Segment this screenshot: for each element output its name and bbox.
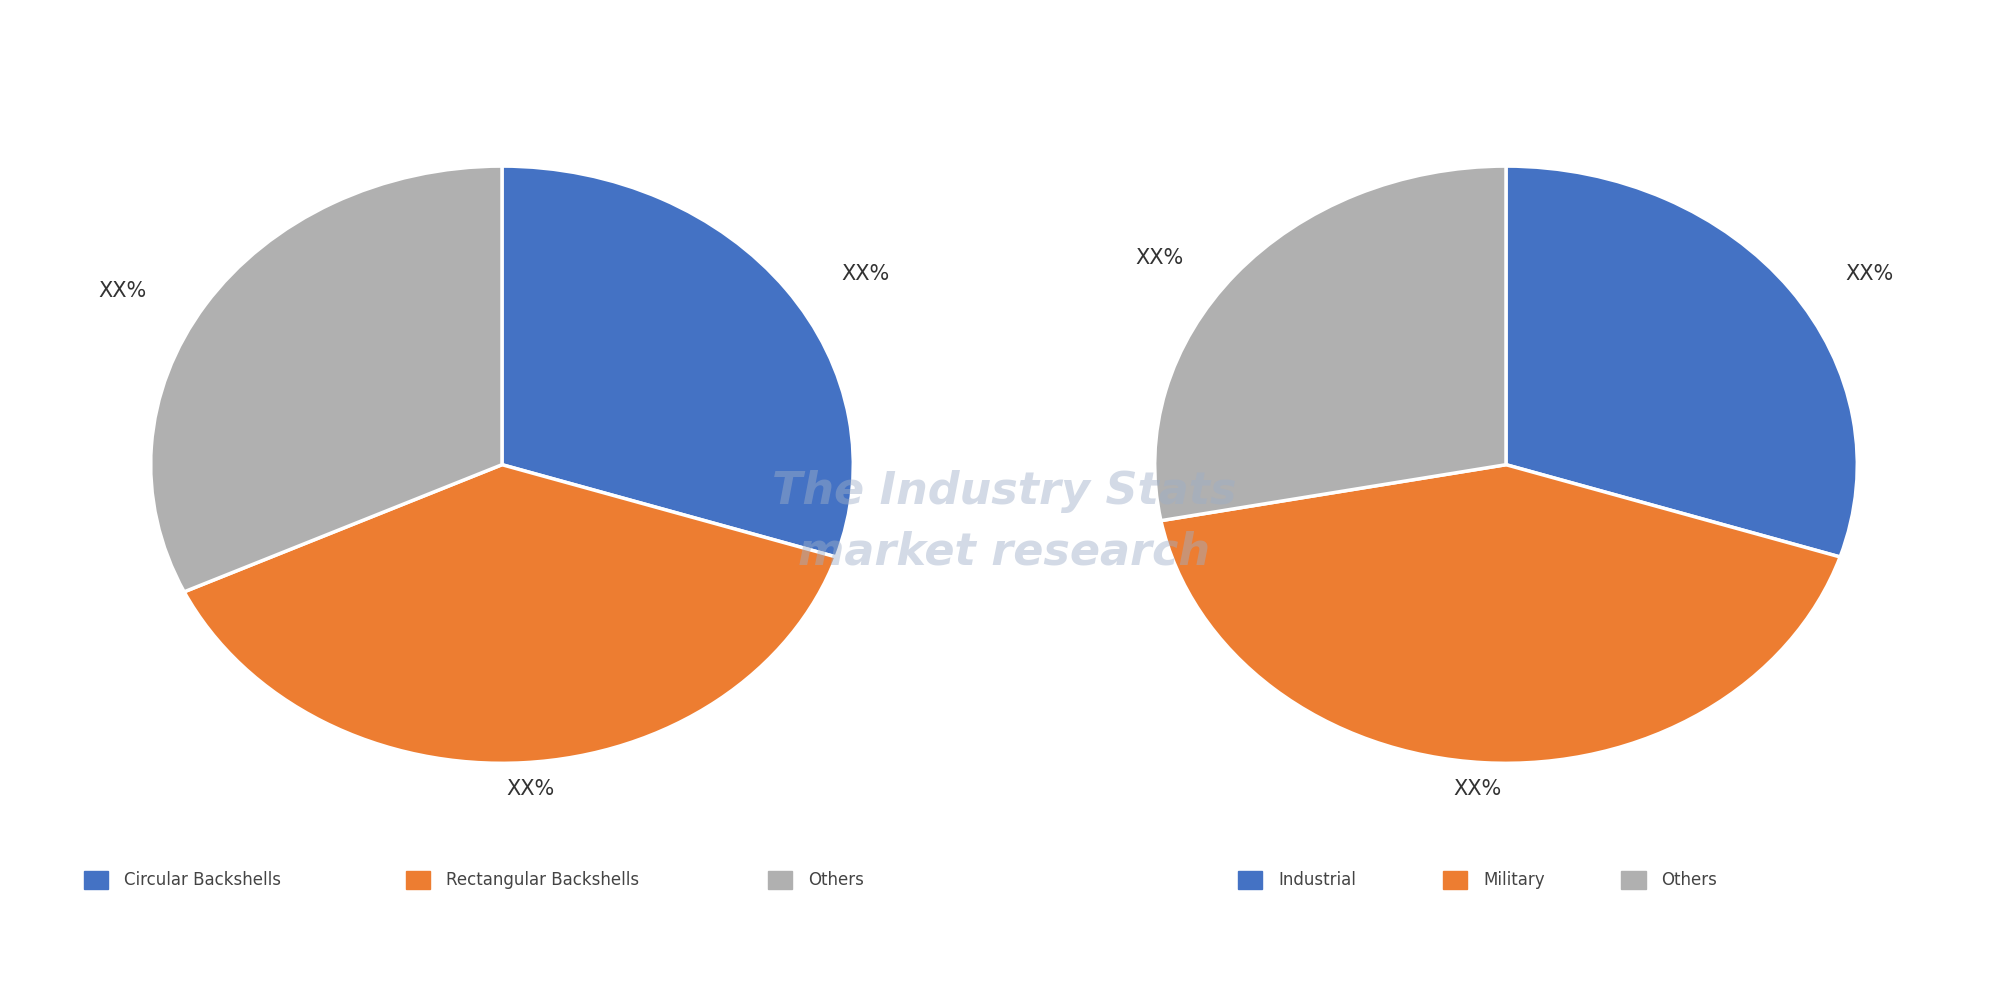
Text: Circular Backshells: Circular Backshells — [124, 871, 281, 890]
Bar — [1622, 871, 1646, 890]
Text: Website: www.theindustrystats.com: Website: www.theindustrystats.com — [1654, 950, 1983, 966]
Text: XX%: XX% — [1134, 248, 1182, 267]
Text: XX%: XX% — [1453, 779, 1501, 799]
Text: XX%: XX% — [841, 263, 889, 283]
Wedge shape — [1154, 166, 1505, 521]
Text: XX%: XX% — [506, 779, 554, 799]
Wedge shape — [502, 166, 853, 557]
Bar — [767, 871, 791, 890]
Text: Others: Others — [1662, 871, 1716, 890]
Bar — [1441, 871, 1465, 890]
Bar — [84, 871, 108, 890]
Wedge shape — [1160, 464, 1838, 763]
Wedge shape — [151, 166, 502, 591]
Text: Email: sales@theindustrystats.com: Email: sales@theindustrystats.com — [845, 950, 1162, 966]
Text: Fig. Global Solid Backshells Market Share by Product Types & Application: Fig. Global Solid Backshells Market Shar… — [22, 31, 1116, 57]
Text: Others: Others — [807, 871, 863, 890]
Text: Rectangular Backshells: Rectangular Backshells — [446, 871, 638, 890]
Bar — [1238, 871, 1262, 890]
Text: Industrial: Industrial — [1278, 871, 1355, 890]
Text: Source: Theindustrystats Analysis: Source: Theindustrystats Analysis — [24, 950, 333, 966]
Wedge shape — [185, 464, 835, 763]
Text: XX%: XX% — [1844, 263, 1893, 283]
Text: XX%: XX% — [98, 280, 147, 300]
Wedge shape — [1505, 166, 1856, 557]
Text: Military: Military — [1481, 871, 1543, 890]
Bar — [405, 871, 429, 890]
Text: The Industry Stats
market research: The Industry Stats market research — [771, 470, 1236, 574]
